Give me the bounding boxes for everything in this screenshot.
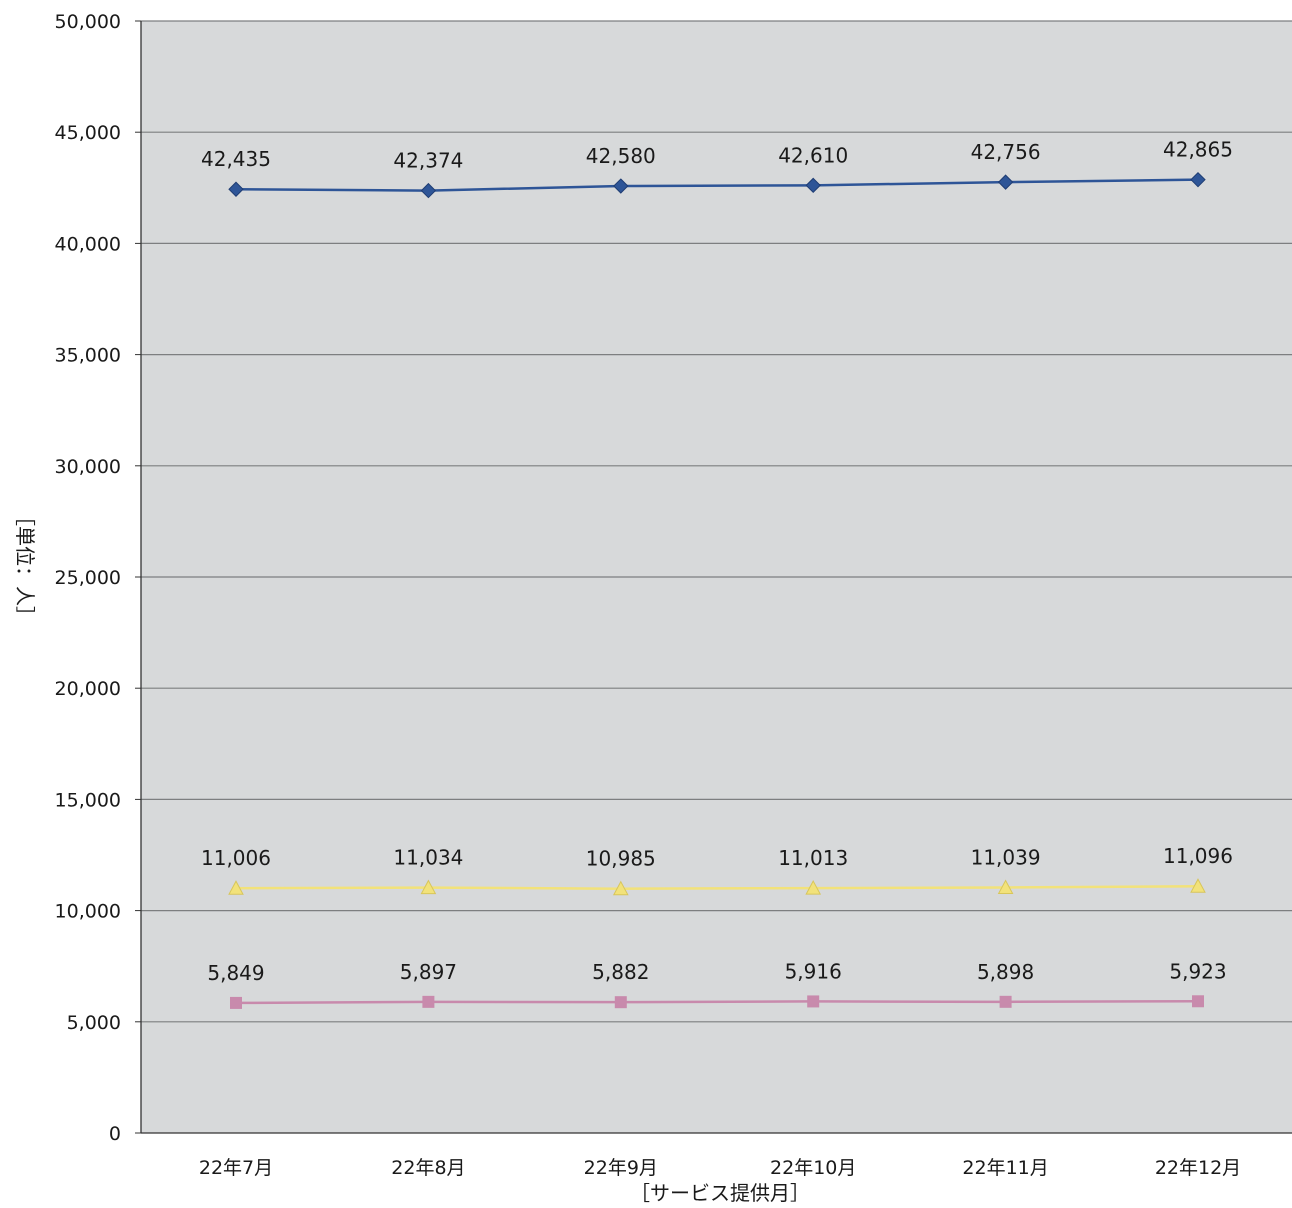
data-point (420, 182, 437, 199)
gridlines (141, 20, 1292, 1023)
data-label: 42,580 (586, 144, 656, 168)
series-group: 42,435 42,374 42,580 42,610 42,756 42,865 11,0… (201, 138, 1233, 1009)
series-1: 42,435 42,374 42,580 42,610 42,756 42,865 (201, 138, 1233, 199)
data-point (997, 174, 1014, 190)
y-tick-label: 25,000 (55, 567, 121, 589)
data-point (614, 996, 627, 1009)
y-axis-ticks: 0 5,000 10,000 15,000 20,000 25,000 30,000 35,0… (55, 11, 141, 1145)
data-point (1190, 878, 1206, 893)
y-tick-label: 40,000 (55, 233, 121, 255)
x-axis-title: ［サービス提供月］ (630, 1181, 810, 1205)
data-label: 5,916 (785, 959, 842, 983)
y-tick-label: 30,000 (55, 456, 121, 478)
x-tick-label: 22年9月 (584, 1157, 658, 1179)
data-label: 5,923 (1169, 959, 1226, 983)
data-point (997, 879, 1014, 894)
data-point (1190, 171, 1206, 188)
y-tick-label: 15,000 (55, 789, 121, 811)
x-tick-label: 22年11月 (962, 1157, 1048, 1179)
data-point (422, 995, 435, 1008)
data-label: 11,039 (971, 845, 1041, 869)
y-axis-title: ［単位：人］ (13, 506, 37, 626)
data-label: 5,882 (592, 960, 649, 984)
x-tick-label: 22年10月 (770, 1157, 856, 1179)
y-tick-label: 35,000 (55, 345, 121, 367)
data-label: 42,756 (971, 140, 1041, 164)
data-point (1192, 995, 1204, 1008)
data-point (807, 995, 820, 1008)
series-3: 5,849 5,897 5,882 5,916 5,898 5,923 (207, 959, 1227, 1009)
data-label: 5,897 (400, 960, 457, 984)
data-point (420, 879, 437, 895)
series-line (235, 1000, 1199, 1005)
data-label: 11,096 (1163, 844, 1233, 868)
data-point (228, 880, 244, 895)
data-point (999, 995, 1012, 1008)
data-label: 5,849 (207, 961, 264, 985)
series-line (235, 884, 1199, 890)
data-label: 42,374 (393, 149, 463, 173)
data-label: 5,898 (977, 960, 1034, 984)
series-line (235, 178, 1199, 192)
y-tick-label: 10,000 (55, 901, 121, 923)
data-label: 42,610 (778, 143, 848, 167)
data-point (230, 996, 242, 1009)
y-tick-label: 0 (109, 1123, 121, 1145)
series-2: 11,006 11,034 10,985 11,013 11,039 11,096 (201, 844, 1233, 896)
x-tick-label: 22年7月 (199, 1157, 273, 1179)
y-tick-label: 45,000 (55, 122, 121, 144)
data-label: 11,013 (778, 846, 848, 870)
x-tick-label: 22年12月 (1155, 1157, 1241, 1179)
data-point (228, 181, 244, 197)
x-axis-ticks: 22年7月 22年8月 22年9月 22年10月 22年11月 22年12月 (199, 1157, 1241, 1179)
data-label: 11,034 (393, 846, 463, 870)
data-point (612, 880, 629, 896)
y-tick-label: 50,000 (55, 11, 121, 33)
x-tick-label: 22年8月 (391, 1157, 465, 1179)
data-point (805, 177, 821, 194)
data-label: 42,435 (201, 147, 271, 171)
y-tick-label: 5,000 (67, 1012, 121, 1034)
data-label: 11,006 (201, 846, 271, 870)
data-point (613, 178, 629, 194)
data-point (805, 880, 822, 895)
data-label: 10,985 (586, 847, 656, 871)
y-tick-label: 20,000 (55, 678, 121, 700)
data-label: 42,865 (1163, 138, 1233, 162)
